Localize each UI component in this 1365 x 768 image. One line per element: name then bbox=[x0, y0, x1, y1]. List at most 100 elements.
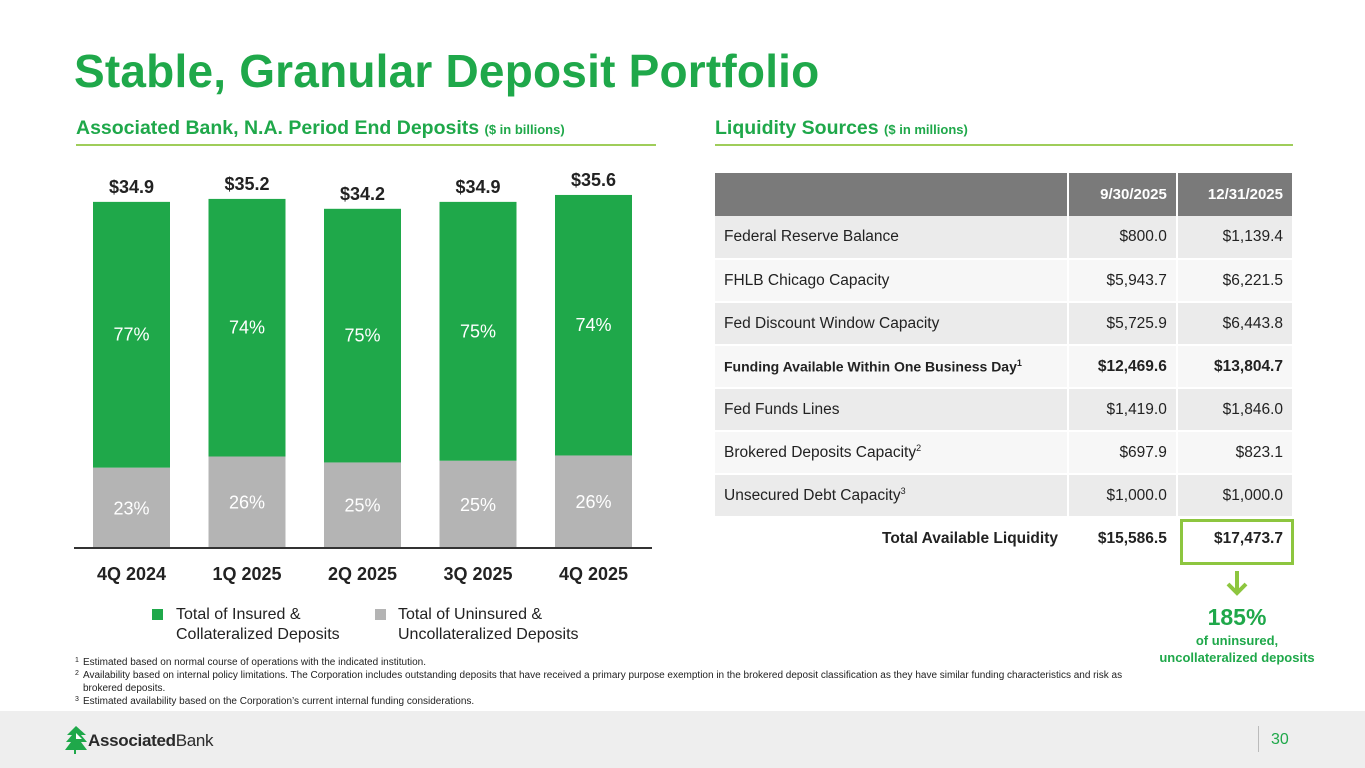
x-axis-tick-label: 2Q 2025 bbox=[328, 564, 397, 584]
data-label-insured: 77% bbox=[113, 325, 149, 345]
data-label-insured: 74% bbox=[229, 318, 265, 338]
deposits-bar-chart: 23% 77% $34.9 4Q 2024 26% 74% $35.2 1Q 2025 25% 7… bbox=[74, 170, 652, 584]
column-header-q4: 12/31/2025 bbox=[1176, 173, 1292, 216]
footnotes: 1 Estimated based on normal course of ope… bbox=[75, 656, 1155, 708]
footnote-ref-1: 1 bbox=[1016, 358, 1022, 369]
table-row-subtotal: Funding Available Within One Business Da… bbox=[715, 344, 1292, 389]
row-value-q4: $1,000.0 bbox=[1176, 474, 1292, 518]
bar-total-label: $35.6 bbox=[571, 170, 616, 190]
footnote-2: 2 Availability based on internal policy l… bbox=[75, 670, 1123, 694]
row-value-q3: $800.0 bbox=[1068, 216, 1178, 260]
row-value-q3: $5,943.7 bbox=[1068, 259, 1178, 303]
table-row: FHLB Chicago Capacity $5,943.7 $6,221.5 bbox=[715, 259, 1292, 303]
page-title: Stable, Granular Deposit Portfolio bbox=[74, 45, 820, 97]
row-value-q4: $6,221.5 bbox=[1176, 259, 1292, 303]
row-value-q4: $17,473.7 bbox=[1176, 516, 1292, 561]
table-row-total: Total Available Liquidity $15,586.5 $17,… bbox=[715, 516, 1292, 561]
total-highlight-box bbox=[1180, 519, 1294, 565]
row-value-q3: $1,419.0 bbox=[1068, 388, 1178, 432]
bar-uninsured bbox=[324, 462, 401, 547]
associated-bank-logo-icon bbox=[65, 726, 87, 754]
bar-insured bbox=[93, 201, 170, 468]
x-axis-tick-label: 4Q 2024 bbox=[97, 564, 166, 584]
row-value-q3: $12,469.6 bbox=[1068, 344, 1178, 389]
row-value-q4: $1,139.4 bbox=[1176, 216, 1292, 260]
x-axis-tick-label: 1Q 2025 bbox=[212, 564, 281, 584]
bar-insured bbox=[208, 198, 286, 457]
liquidity-table-header: 9/30/2025 12/31/2025 bbox=[715, 173, 1292, 216]
row-value-q3: $697.9 bbox=[1068, 431, 1178, 475]
row-label: Brokered Deposits Capacity2 bbox=[715, 431, 1069, 475]
data-label-insured: 75% bbox=[460, 321, 496, 341]
arrow-down-icon bbox=[1226, 571, 1248, 596]
row-value-q4: $6,443.8 bbox=[1176, 302, 1292, 346]
row-label: Fed Funds Lines bbox=[715, 388, 1069, 432]
coverage-caption-line1: of uninsured, bbox=[1195, 633, 1279, 648]
liquidity-heading-text: Liquidity Sources bbox=[715, 117, 879, 139]
legend-uninsured-line1: Total of Uninsured & bbox=[398, 606, 543, 623]
page-number: 30 bbox=[1271, 731, 1289, 748]
footer-bar bbox=[0, 711, 1365, 768]
x-axis-tick-label: 3Q 2025 bbox=[443, 564, 512, 584]
row-value-q3: $15,586.5 bbox=[1068, 516, 1178, 561]
coverage-caption-line2: uncollateralized deposits bbox=[1159, 650, 1315, 665]
bar-total-label: $34.9 bbox=[455, 177, 500, 197]
row-label: FHLB Chicago Capacity bbox=[715, 259, 1069, 303]
liquidity-table: 9/30/2025 12/31/2025 Federal Reserve Bal… bbox=[715, 173, 1292, 561]
table-row: Fed Funds Lines $1,419.0 $1,846.0 bbox=[715, 388, 1292, 432]
legend-insured-line1: Total of Insured & bbox=[176, 606, 301, 623]
data-label-uninsured: 23% bbox=[113, 498, 149, 518]
bar-uninsured bbox=[208, 456, 286, 547]
data-label-uninsured: 25% bbox=[344, 496, 380, 516]
row-value-q4: $13,804.7 bbox=[1176, 344, 1292, 389]
bar-insured bbox=[324, 208, 401, 463]
deposits-heading-unit: ($ in billions) bbox=[484, 122, 565, 137]
legend-uninsured: Total of Uninsured & Uncollateralized De… bbox=[398, 605, 579, 645]
bar-total-label: $34.2 bbox=[340, 184, 385, 204]
data-label-uninsured: 26% bbox=[229, 493, 265, 513]
liquidity-heading-rule bbox=[715, 144, 1293, 146]
data-label-uninsured: 26% bbox=[575, 492, 611, 512]
footnote-1: 1 Estimated based on normal course of ope… bbox=[75, 657, 426, 668]
row-value-q3: $1,000.0 bbox=[1068, 474, 1178, 518]
legend-swatch-insured bbox=[152, 609, 163, 620]
legend-insured: Total of Insured & Collateralized Deposi… bbox=[176, 605, 340, 645]
bar-uninsured bbox=[93, 467, 170, 547]
row-value-q4: $1,846.0 bbox=[1176, 388, 1292, 432]
row-value-q4: $823.1 bbox=[1176, 431, 1292, 475]
bar-insured bbox=[439, 201, 517, 461]
footnote-ref-2: 2 bbox=[916, 442, 922, 453]
footer-divider bbox=[1258, 726, 1259, 752]
bar-total-label: $35.2 bbox=[224, 174, 269, 194]
logo-wordmark: AssociatedBank bbox=[88, 731, 214, 750]
column-header-label bbox=[715, 173, 1069, 216]
row-label: Fed Discount Window Capacity bbox=[715, 302, 1069, 346]
coverage-caption: of uninsured, uncollateralized deposits bbox=[1140, 632, 1334, 666]
liquidity-heading-unit: ($ in millions) bbox=[884, 122, 968, 137]
data-label-insured: 74% bbox=[575, 315, 611, 335]
footnote-ref-3: 3 bbox=[900, 485, 906, 496]
row-value-q3: $5,725.9 bbox=[1068, 302, 1178, 346]
row-label: Funding Available Within One Business Da… bbox=[715, 344, 1069, 389]
table-row: Federal Reserve Balance $800.0 $1,139.4 bbox=[715, 216, 1292, 260]
table-row: Brokered Deposits Capacity2 $697.9 $823.… bbox=[715, 431, 1292, 475]
bar-total-label: $34.9 bbox=[109, 177, 154, 197]
bar-uninsured bbox=[555, 455, 632, 547]
deposits-section-heading: Associated Bank, N.A. Period End Deposit… bbox=[76, 117, 565, 140]
deposits-heading-text: Associated Bank, N.A. Period End Deposit… bbox=[76, 117, 480, 139]
deposits-heading-rule bbox=[76, 144, 656, 146]
liquidity-section-heading: Liquidity Sources ($ in millions) bbox=[715, 117, 968, 140]
row-label: Federal Reserve Balance bbox=[715, 216, 1069, 260]
table-row: Fed Discount Window Capacity $5,725.9 $6… bbox=[715, 302, 1292, 346]
data-label-uninsured: 25% bbox=[460, 495, 496, 515]
legend-insured-line2: Collateralized Deposits bbox=[176, 626, 340, 643]
x-axis-tick-label: 4Q 2025 bbox=[559, 564, 628, 584]
legend-uninsured-line2: Uncollateralized Deposits bbox=[398, 626, 579, 643]
row-label: Unsecured Debt Capacity3 bbox=[715, 474, 1069, 518]
bar-uninsured bbox=[439, 460, 517, 547]
data-label-insured: 75% bbox=[344, 326, 380, 346]
coverage-percent: 185% bbox=[1207, 604, 1267, 630]
bar-insured bbox=[555, 194, 632, 456]
footnote-3: 3 Estimated availability based on the Cor… bbox=[75, 696, 475, 707]
legend-swatch-uninsured bbox=[375, 609, 386, 620]
